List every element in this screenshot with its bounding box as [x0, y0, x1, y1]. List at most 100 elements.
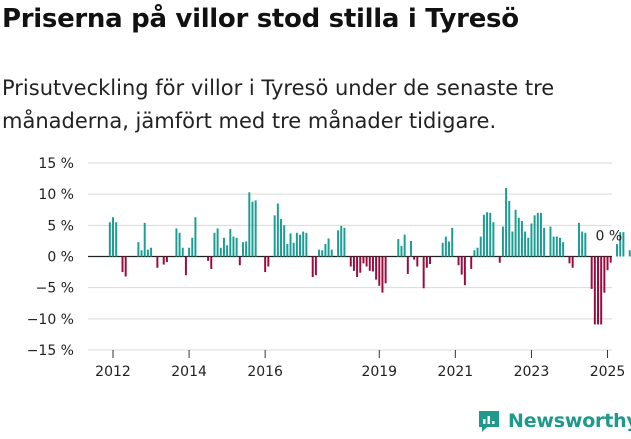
bar — [248, 192, 251, 257]
bar — [146, 249, 149, 257]
bar — [597, 256, 599, 325]
bar — [514, 209, 517, 257]
bar — [235, 237, 238, 257]
bar — [517, 217, 520, 257]
bar — [498, 256, 501, 263]
bar — [530, 223, 533, 257]
bar — [321, 250, 324, 257]
bar — [416, 256, 419, 267]
bar — [302, 231, 305, 257]
chart-title: Priserna på villor stod stilla i Tyresö — [2, 4, 519, 34]
bar — [381, 256, 384, 293]
bar — [473, 250, 476, 257]
bar — [352, 256, 355, 271]
bar — [241, 242, 244, 257]
bar — [368, 256, 371, 271]
bar — [137, 242, 140, 257]
bar — [505, 187, 508, 257]
bar — [254, 200, 257, 257]
bar — [267, 256, 270, 267]
bar — [384, 256, 387, 284]
bar — [191, 237, 194, 257]
bar — [226, 245, 229, 257]
latest-value-annotation: 0 % — [596, 229, 623, 245]
bar — [143, 222, 146, 257]
bar — [501, 226, 504, 257]
bar — [115, 222, 118, 257]
bar — [188, 247, 191, 257]
bar — [444, 236, 447, 257]
bar — [543, 227, 546, 257]
bar — [492, 222, 495, 257]
bar — [283, 225, 286, 257]
bar — [219, 247, 222, 257]
bar — [343, 227, 346, 257]
newsworthy-brand: Newsworthy — [476, 408, 631, 434]
bar — [619, 232, 622, 257]
bar — [489, 212, 492, 257]
bar — [286, 244, 289, 257]
x-tick-label: 2023 — [514, 364, 550, 380]
bar — [229, 229, 232, 257]
bar — [222, 237, 225, 257]
bar — [178, 232, 181, 257]
bar — [327, 238, 330, 257]
bar — [511, 231, 514, 257]
bar — [349, 256, 352, 267]
x-tick-label: 2012 — [95, 364, 131, 380]
bar — [422, 256, 425, 289]
bar — [362, 256, 365, 264]
bar — [628, 250, 631, 257]
bar — [238, 256, 241, 266]
bar — [470, 256, 473, 269]
bar — [156, 256, 159, 268]
bar — [311, 256, 314, 278]
bar — [359, 256, 362, 273]
bar — [425, 256, 428, 268]
x-tick-label: 2019 — [361, 364, 397, 380]
bar — [486, 212, 489, 257]
bar — [403, 234, 406, 257]
bar — [175, 228, 178, 257]
newsworthy-brand-name: Newsworthy — [508, 410, 631, 432]
bar — [318, 249, 321, 257]
bar — [410, 240, 412, 257]
x-tick-label: 2025 — [590, 364, 626, 380]
bar — [324, 244, 327, 257]
y-tick-label: 5 % — [47, 218, 74, 234]
bar — [524, 231, 527, 257]
bar — [441, 242, 444, 257]
bar — [314, 256, 317, 276]
bar — [305, 232, 308, 257]
bar — [606, 256, 609, 271]
bar — [562, 242, 565, 257]
bar — [289, 233, 292, 257]
bar — [299, 234, 302, 257]
bar — [112, 217, 114, 257]
bar — [578, 222, 580, 257]
x-tick-label: 2014 — [171, 364, 207, 380]
bar — [460, 256, 463, 275]
bar — [603, 256, 606, 293]
bar — [397, 239, 400, 257]
bar — [429, 256, 431, 264]
bar — [520, 220, 523, 257]
bar — [162, 256, 165, 265]
bar — [558, 237, 561, 257]
grid-layer — [88, 162, 612, 351]
bar — [457, 256, 460, 266]
bar — [527, 237, 530, 257]
bar — [549, 226, 552, 257]
bar — [508, 201, 511, 257]
bar-layer — [108, 187, 631, 325]
y-tick-label: −10 % — [27, 312, 74, 328]
x-tick-label: 2021 — [438, 364, 474, 380]
bar-chart: 15 % 10 % 5 % 0 % −5 % −10 % −15 % 2012 2014 2016… — [27, 156, 631, 380]
y-tick-label: 0 % — [47, 250, 74, 266]
bar — [273, 215, 276, 257]
bar — [184, 256, 187, 276]
bar — [451, 227, 454, 257]
bar — [616, 244, 619, 257]
bar — [207, 256, 210, 261]
bar — [150, 247, 153, 257]
